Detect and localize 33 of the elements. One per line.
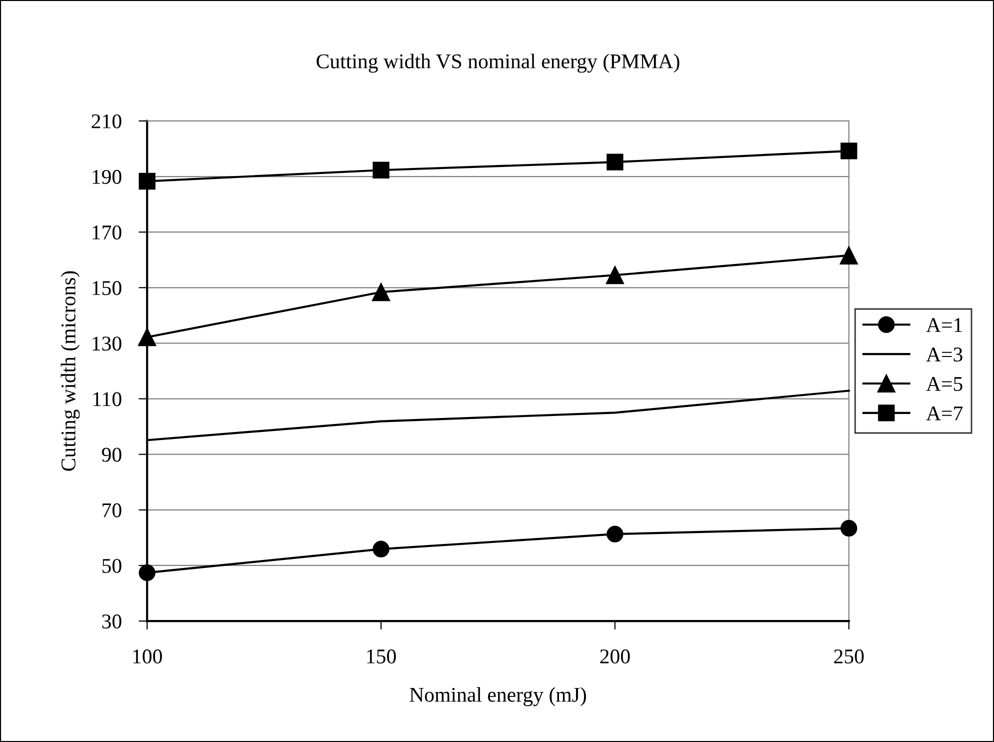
point [606,526,624,542]
point [840,520,858,537]
y-tick-label: 210 [92,114,122,128]
x-axis-title: Nominal energy (mJ) [410,687,586,706]
point [606,154,624,170]
legend-label: A=1 [926,318,962,332]
x-tick-label: 200 [600,649,630,664]
y-tick-label: 170 [92,225,122,240]
y-tick-label: 150 [92,281,122,296]
x-tick-label: 250 [834,649,864,664]
y-tick-label: 130 [92,336,122,351]
point [138,172,156,190]
point [372,162,390,178]
y-tick-label: 70 [102,503,122,518]
y-tick-label: 50 [102,558,122,573]
x-tick-label: 150 [367,649,396,664]
y-tick-label: 190 [92,170,122,184]
x-tick-label: 100 [133,649,162,664]
point [372,540,390,558]
legend-label: A=5 [926,377,962,391]
point [840,246,858,264]
y-tick-label: 110 [93,392,122,406]
legend-label: A=3 [926,348,962,362]
legend-label: A=7 [926,406,963,420]
y-tick-label: 30 [102,614,122,628]
y-tick-label: 90 [102,448,122,462]
point [138,564,156,582]
y-axis-title: Cutting width (microns) [60,271,80,471]
point [138,328,156,346]
chart-title: Cutting width VS nominal energy (PMMA) [316,54,680,73]
point [840,142,858,160]
point [606,266,624,284]
point [372,283,390,302]
